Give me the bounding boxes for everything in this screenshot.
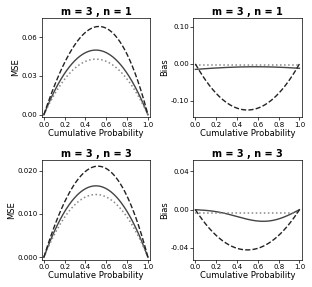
Title: m = 3 , n = 3: m = 3 , n = 3 — [61, 149, 131, 159]
Title: m = 3 , n = 1: m = 3 , n = 1 — [212, 7, 283, 17]
Title: m = 3 , n = 3: m = 3 , n = 3 — [212, 149, 283, 159]
X-axis label: Cumulative Probability: Cumulative Probability — [200, 129, 295, 138]
Y-axis label: Bias: Bias — [160, 59, 169, 76]
Title: m = 3 , n = 1: m = 3 , n = 1 — [61, 7, 131, 17]
X-axis label: Cumulative Probability: Cumulative Probability — [48, 129, 144, 138]
Y-axis label: MSE: MSE — [12, 59, 21, 76]
X-axis label: Cumulative Probability: Cumulative Probability — [48, 271, 144, 280]
X-axis label: Cumulative Probability: Cumulative Probability — [200, 271, 295, 280]
Y-axis label: Bias: Bias — [161, 201, 170, 218]
Y-axis label: MSE: MSE — [7, 201, 16, 218]
